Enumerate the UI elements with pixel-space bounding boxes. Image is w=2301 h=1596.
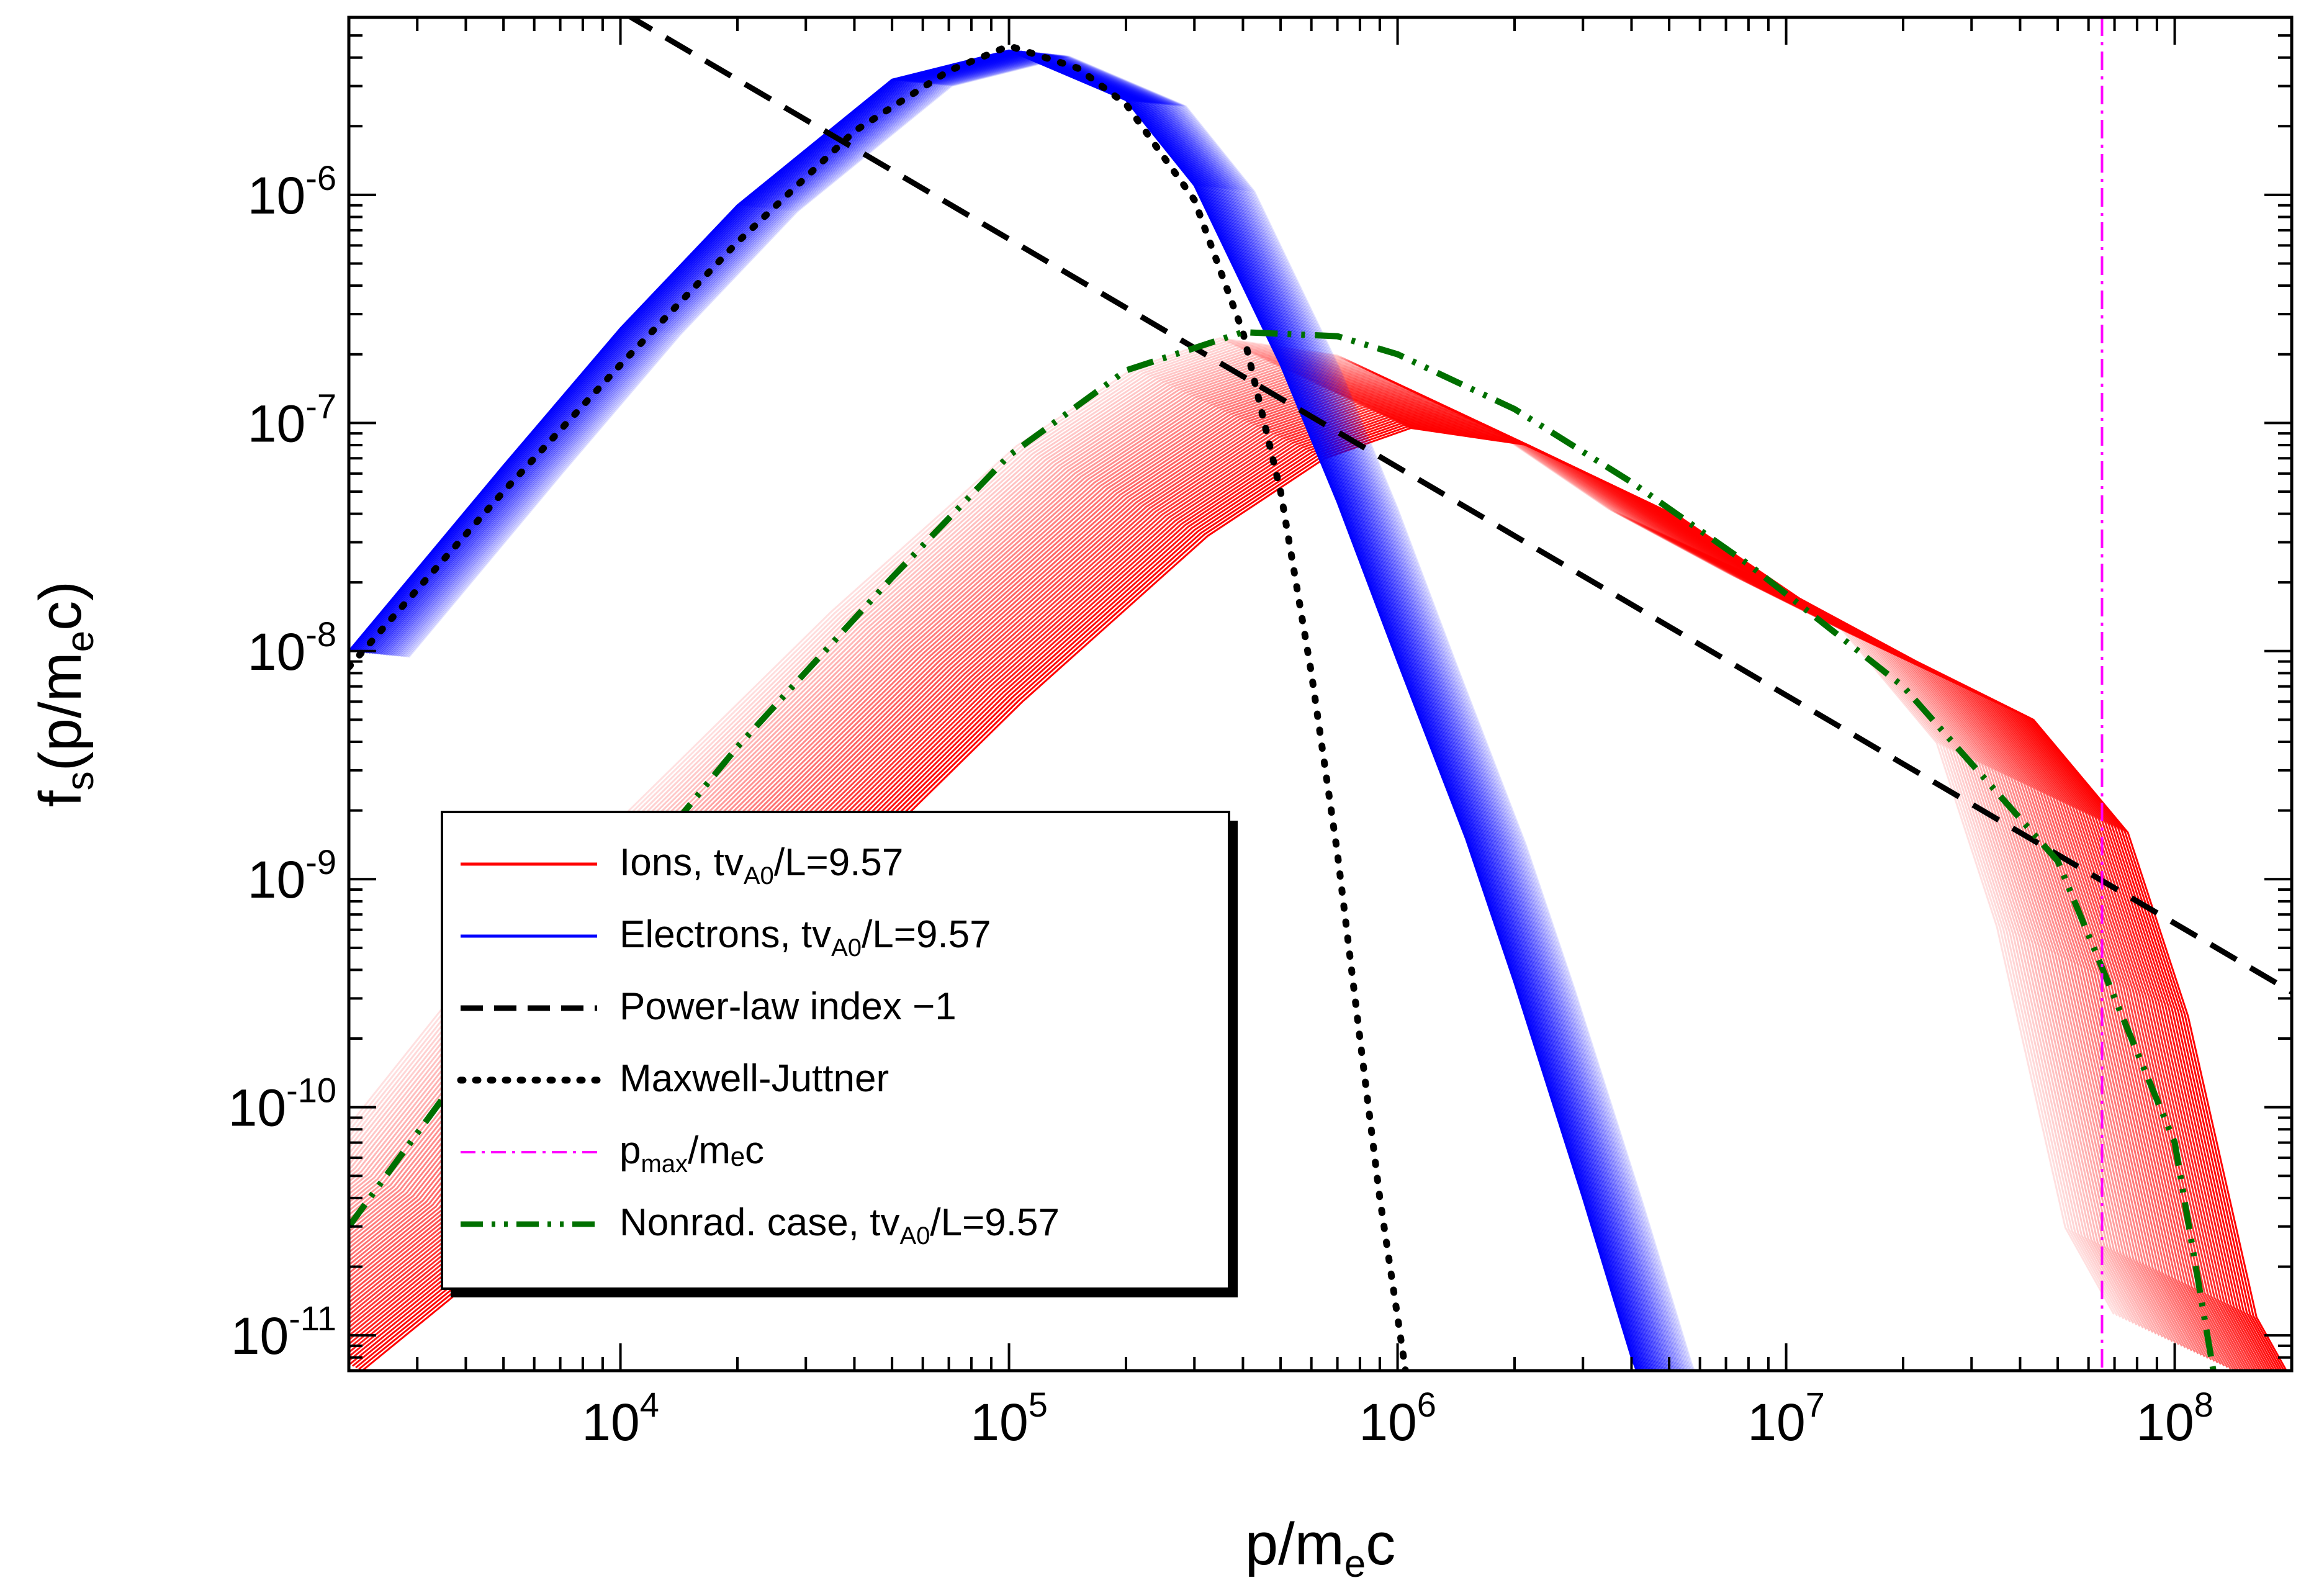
- y-tick-label: 10-9: [248, 842, 336, 909]
- legend-label-nonrad: Nonrad. case, tvA0/L=9.57: [619, 1201, 1060, 1250]
- legend-label-mj: Maxwell-Juttner: [619, 1057, 889, 1100]
- electron-curve: [359, 50, 1648, 1371]
- electron-curve: [408, 55, 1695, 1371]
- y-tick-label: 10-6: [248, 158, 336, 225]
- electron-curve: [382, 53, 1670, 1371]
- electron-curve-family: [349, 49, 1695, 1371]
- electron-curve: [394, 54, 1682, 1371]
- electron-curve: [351, 50, 1641, 1371]
- electron-curve: [366, 51, 1655, 1371]
- y-tick-label: 10-10: [228, 1071, 336, 1137]
- legend-label-ions: Ions, tvA0/L=9.57: [619, 841, 903, 890]
- electron-curve: [388, 53, 1677, 1371]
- electron-curve: [403, 55, 1691, 1371]
- electron-curve: [353, 50, 1642, 1371]
- electron-curve: [357, 50, 1647, 1371]
- y-axis-title: fs(p/mec): [27, 581, 102, 807]
- electron-curve: [371, 52, 1660, 1371]
- electron-curve: [356, 50, 1646, 1371]
- electron-curve: [367, 51, 1657, 1371]
- electron-curve: [400, 55, 1688, 1371]
- x-tick-label: 107: [1747, 1385, 1825, 1451]
- electron-curve: [406, 55, 1694, 1371]
- legend-label-powerlaw: Power-law index −1: [619, 985, 957, 1028]
- electron-curve: [395, 54, 1683, 1371]
- x-tick-label: 108: [2136, 1385, 2213, 1451]
- plot-frame: [347, 16, 2294, 1373]
- electron-curve: [389, 53, 1678, 1371]
- legend: Ions, tvA0/L=9.57 Electrons, tvA0/L=9.57 P…: [441, 811, 1238, 1297]
- x-tick-label: 105: [970, 1385, 1048, 1451]
- electron-curve: [405, 55, 1693, 1371]
- y-tick-label: 10-7: [248, 386, 336, 453]
- electron-curve: [372, 52, 1662, 1371]
- electron-curve: [349, 49, 1638, 1371]
- x-tick-labels: 104 105 106 107 108: [582, 1385, 2213, 1451]
- electron-curve: [349, 49, 1639, 1371]
- electron-curve: [391, 53, 1679, 1371]
- electron-curve: [376, 52, 1665, 1371]
- electron-curve: [354, 50, 1644, 1371]
- electron-curve: [397, 54, 1685, 1371]
- legend-label-pmax: pmax/mₑc: [619, 1129, 764, 1178]
- electron-curve: [365, 51, 1654, 1371]
- x-tick-label: 104: [582, 1385, 659, 1451]
- y-tick-label: 10-8: [248, 615, 336, 681]
- electron-curve: [374, 52, 1663, 1371]
- legend-box: [441, 811, 1230, 1290]
- electron-curve: [383, 53, 1672, 1371]
- power-law-line: [626, 17, 2292, 994]
- x-tick-label: 106: [1359, 1385, 1436, 1451]
- axis-ticks: [348, 16, 2293, 1372]
- electron-curve: [386, 53, 1675, 1371]
- x-axis-title: p/mec: [1245, 1511, 1396, 1585]
- electron-curve: [360, 50, 1650, 1371]
- electron-curve: [363, 51, 1653, 1371]
- nonrad-case-line: [349, 329, 2217, 1371]
- electron-curve: [402, 55, 1690, 1371]
- y-tick-labels: 10-6 10-7 10-8 10-9 10-10 10-11: [228, 158, 336, 1365]
- electron-curve: [362, 50, 1651, 1371]
- y-tick-label: 10-11: [231, 1299, 336, 1365]
- electron-curve: [369, 52, 1659, 1371]
- maxwell-juttner-line: [349, 42, 1409, 1371]
- electron-curve: [392, 53, 1681, 1371]
- electron-curve: [399, 54, 1686, 1371]
- legend-label-electrons: Electrons, tvA0/L=9.57: [619, 913, 991, 962]
- electron-curve: [385, 53, 1673, 1371]
